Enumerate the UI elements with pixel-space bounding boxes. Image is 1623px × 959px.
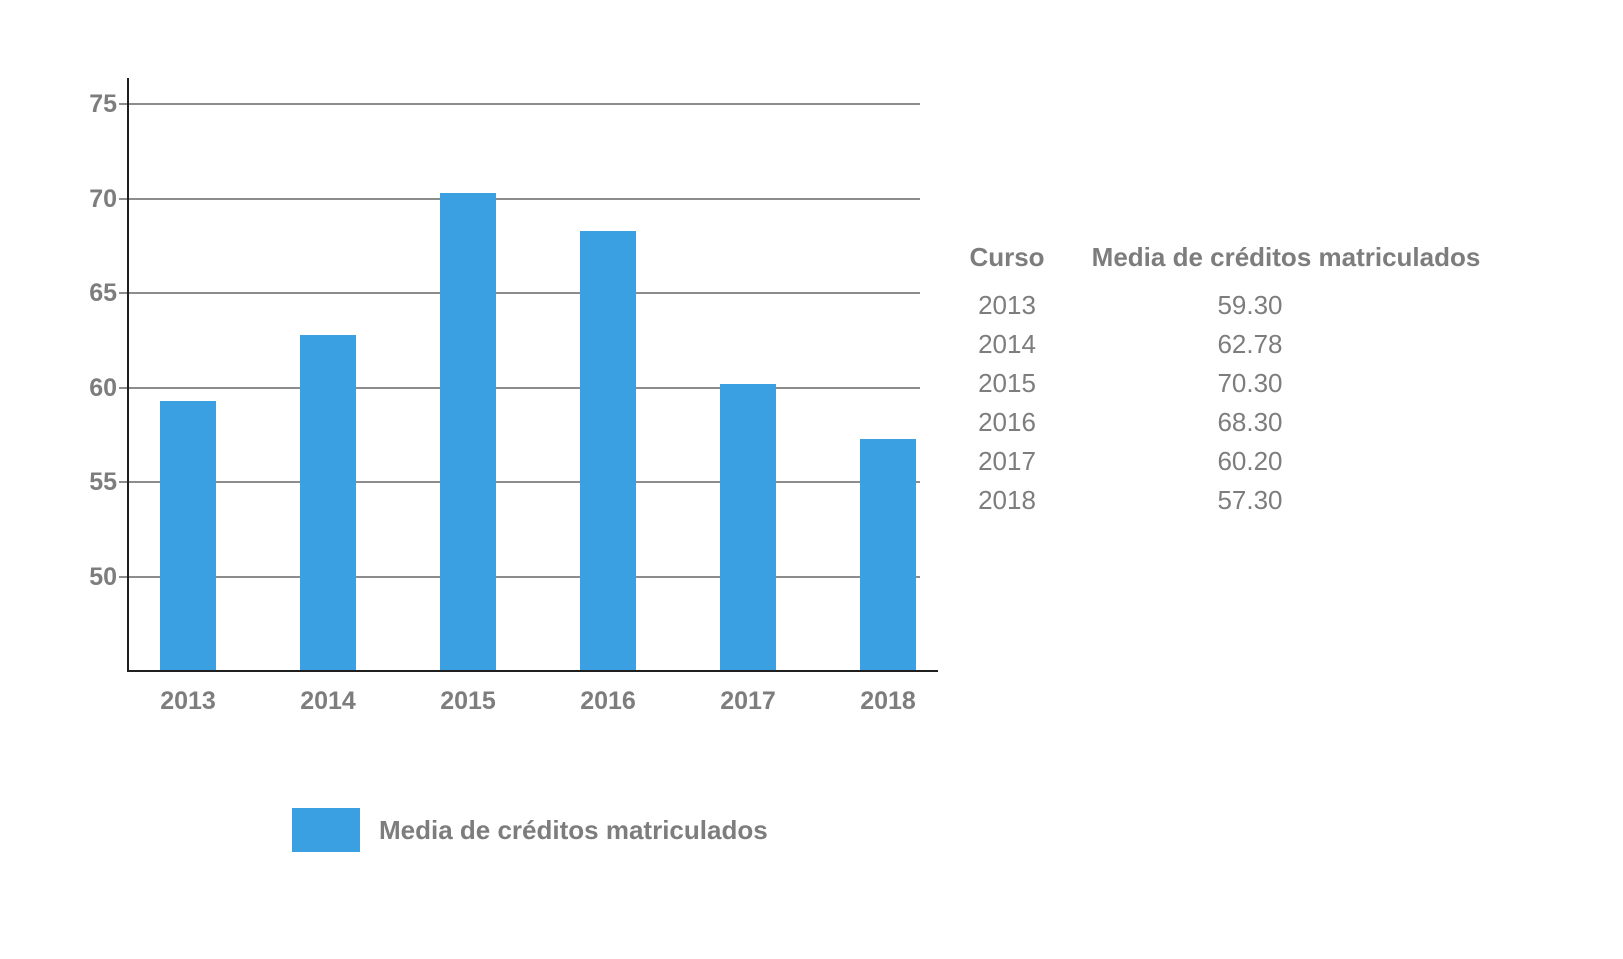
legend-label: Media de créditos matriculados xyxy=(379,814,768,845)
y-axis-tick-label: 65 xyxy=(89,279,117,308)
table-cell-media: 62.78 xyxy=(1217,329,1283,359)
bar-2017[interactable] xyxy=(720,383,776,670)
table-row: 2015 70.30 xyxy=(938,364,1496,403)
table-cell-media: 68.30 xyxy=(1217,407,1283,437)
bar-2018[interactable] xyxy=(860,438,916,670)
x-axis-label-2015: 2015 xyxy=(440,687,496,715)
legend-color-swatch xyxy=(292,808,360,852)
x-axis-label-2014: 2014 xyxy=(300,687,356,715)
x-axis-label-2016: 2016 xyxy=(580,687,636,715)
y-axis-tick-label: 60 xyxy=(89,373,117,402)
table-cell-media: 70.30 xyxy=(1217,368,1283,398)
bar-2015[interactable] xyxy=(440,193,496,670)
gridline-50 xyxy=(119,575,920,578)
y-axis-tick-label: 50 xyxy=(89,562,117,591)
y-axis-tick-label: 70 xyxy=(89,184,117,213)
gridline-65 xyxy=(119,292,920,295)
table-row: 2014 62.78 xyxy=(938,325,1496,364)
table-cell-curso: 2015 xyxy=(978,368,1036,398)
gridline-55 xyxy=(119,481,920,484)
gridline-75 xyxy=(119,103,920,106)
table-row: 2016 68.30 xyxy=(938,403,1496,442)
table-header-row: Curso Media de créditos matriculados xyxy=(938,236,1496,278)
table-header-media: Media de créditos matriculados xyxy=(1091,241,1481,272)
gridline-60 xyxy=(119,386,920,389)
table-row: 2018 57.30 xyxy=(938,481,1496,520)
gridline-70 xyxy=(119,197,920,200)
y-axis-line xyxy=(127,78,129,671)
table-cell-curso: 2017 xyxy=(978,446,1036,476)
table-cell-curso: 2018 xyxy=(978,485,1036,515)
table-header-curso: Curso xyxy=(969,241,1045,272)
bar-2013[interactable] xyxy=(160,400,216,670)
x-axis-label-2017: 2017 xyxy=(720,687,776,715)
bar-2016[interactable] xyxy=(580,230,636,670)
x-axis-label-2013: 2013 xyxy=(160,687,216,715)
table-row: 2017 60.20 xyxy=(938,442,1496,481)
table-cell-media: 57.30 xyxy=(1217,485,1283,515)
table-cell-media: 60.20 xyxy=(1217,446,1283,476)
table-cell-media: 59.30 xyxy=(1217,290,1283,320)
x-axis-line xyxy=(127,670,938,672)
x-axis-label-2018: 2018 xyxy=(860,687,916,715)
table-cell-curso: 2016 xyxy=(978,407,1036,437)
y-axis-tick-label: 55 xyxy=(89,468,117,497)
chart-legend-item[interactable]: Media de créditos matriculados xyxy=(292,808,768,852)
table-cell-curso: 2014 xyxy=(978,329,1036,359)
table-row: 2013 59.30 xyxy=(938,286,1496,325)
y-axis-tick-label: 75 xyxy=(89,90,117,119)
credits-data-table: Curso Media de créditos matriculados 201… xyxy=(938,236,1496,520)
table-cell-curso: 2013 xyxy=(978,290,1036,320)
bar-2014[interactable] xyxy=(300,335,356,670)
